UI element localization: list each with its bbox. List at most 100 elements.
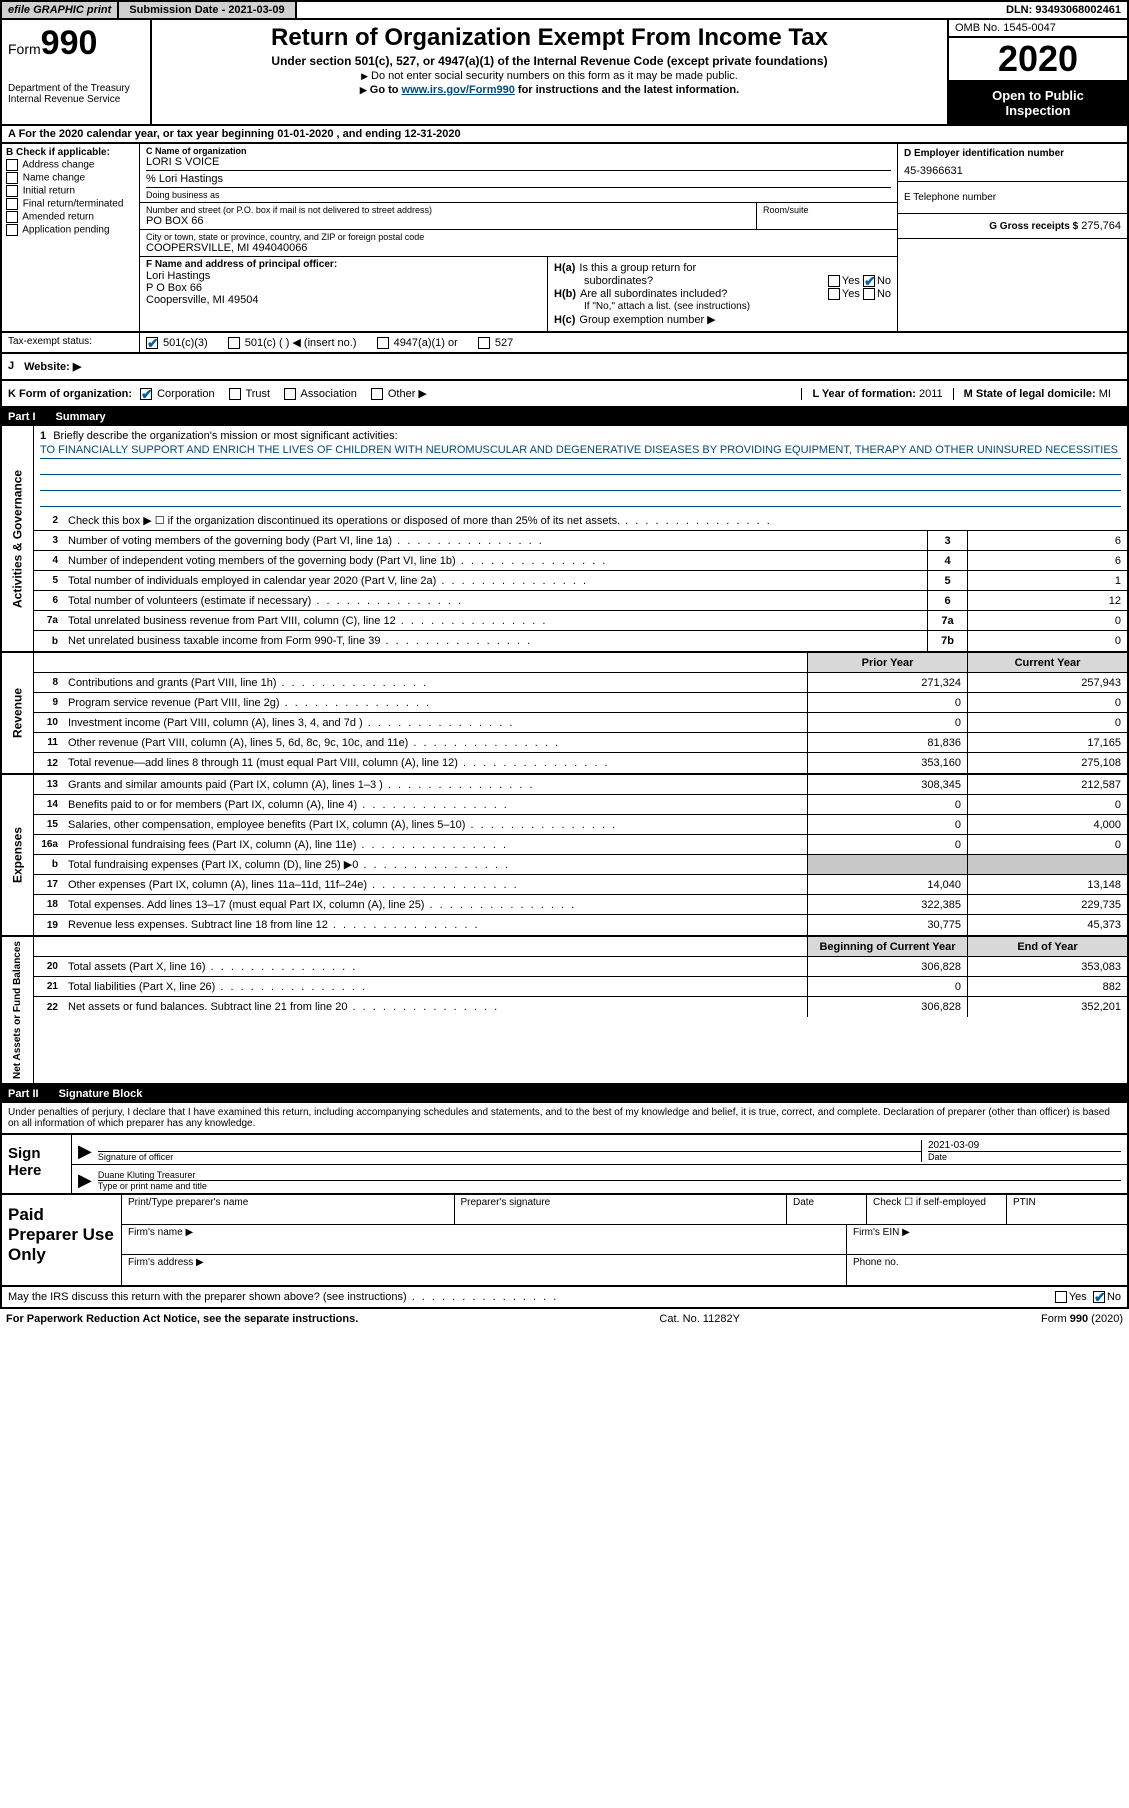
gov-line: 7aTotal unrelated business revenue from …: [34, 611, 1127, 631]
colb-checkbox-item[interactable]: Final return/terminated: [6, 198, 135, 210]
gov-line: 2Check this box ▶ ☐ if the organization …: [34, 511, 1127, 531]
j-row: J Website: ▶: [0, 354, 1129, 381]
subtitle: Under section 501(c), 527, or 4947(a)(1)…: [158, 54, 941, 68]
efile-button[interactable]: efile GRAPHIC print: [2, 2, 119, 18]
sig-line-2: ▶ Duane Kluting TreasurerType or print n…: [72, 1165, 1127, 1193]
g-box: G Gross receipts $ 275,764: [898, 214, 1127, 239]
preparer-label: Paid Preparer Use Only: [2, 1195, 122, 1285]
k-options: Corporation Trust Association Other ▶: [140, 387, 441, 400]
colb-checkbox-item[interactable]: Initial return: [6, 185, 135, 197]
pct-name: % Lori Hastings: [146, 170, 891, 185]
l-value: 2011: [919, 388, 943, 400]
part1-title: Summary: [56, 411, 106, 423]
data-line: 10Investment income (Part VIII, column (…: [34, 713, 1127, 733]
part2-header: Part II Signature Block: [0, 1085, 1129, 1103]
firm-ein-label: Firm's EIN ▶: [847, 1225, 1127, 1254]
phone-label: Phone no.: [847, 1255, 1127, 1285]
title-mid: Return of Organization Exempt From Incom…: [152, 20, 947, 124]
discuss-no: No: [1107, 1291, 1121, 1303]
colb-checkbox-item[interactable]: Name change: [6, 172, 135, 184]
m-box: M State of legal domicile: MI: [953, 388, 1121, 400]
k-option[interactable]: Association: [284, 388, 357, 400]
col-b-header: B Check if applicable:: [6, 147, 135, 158]
k-option[interactable]: Trust: [229, 388, 271, 400]
f-line2: P O Box 66: [146, 282, 541, 294]
mission-blank2: [40, 475, 1121, 491]
city-label: City or town, state or province, country…: [146, 232, 891, 242]
j-label: J: [8, 360, 14, 373]
tax-label: Tax-exempt status:: [2, 333, 140, 352]
tax-option[interactable]: 527: [478, 337, 513, 349]
sidebar-revenue: Revenue: [2, 653, 34, 773]
ha-no-check[interactable]: [863, 275, 875, 287]
col-mid: C Name of organization LORI S VOICE % Lo…: [140, 144, 897, 331]
open-public-badge: Open to Public Inspection: [949, 82, 1127, 124]
tax-option[interactable]: 4947(a)(1) or: [377, 337, 458, 349]
colb-checkbox-item[interactable]: Amended return: [6, 211, 135, 223]
k-option[interactable]: Corporation: [140, 388, 215, 400]
hb-yes-check[interactable]: [828, 288, 840, 300]
data-line: 15Salaries, other compensation, employee…: [34, 815, 1127, 835]
f-label: F Name and address of principal officer:: [146, 259, 541, 270]
form-number: 990: [41, 24, 98, 62]
form990-link[interactable]: www.irs.gov/Form990: [402, 84, 515, 96]
section-header-block: B Check if applicable: Address change Na…: [0, 144, 1129, 333]
dln-label: DLN: 93493068002461: [1000, 2, 1127, 18]
colb-checkbox-item[interactable]: Address change: [6, 159, 135, 171]
tax-options: 501(c)(3) 501(c) ( ) ◀ (insert no.) 4947…: [140, 333, 1127, 352]
gov-body: 1 Briefly describe the organization's mi…: [34, 426, 1127, 651]
preparer-row: Paid Preparer Use Only Print/Type prepar…: [0, 1195, 1129, 1287]
ha-label: H(a): [554, 262, 575, 274]
revenue-section: Revenue Prior Year Current Year 8Contrib…: [0, 653, 1129, 775]
footer-left: For Paperwork Reduction Act Notice, see …: [6, 1313, 358, 1325]
sig-declaration: Under penalties of perjury, I declare th…: [0, 1103, 1129, 1135]
dba-label: Doing business as: [146, 187, 891, 200]
firm-addr-label: Firm's address ▶: [122, 1255, 847, 1285]
discuss-text: May the IRS discuss this return with the…: [8, 1291, 558, 1303]
beg-year-hdr: Beginning of Current Year: [807, 937, 967, 956]
suite-label: Room/suite: [763, 205, 891, 215]
k-label: K Form of organization:: [8, 388, 132, 400]
tax-option[interactable]: 501(c)(3): [146, 337, 208, 349]
discuss-no-check[interactable]: [1093, 1291, 1105, 1303]
colb-checkbox-item[interactable]: Application pending: [6, 224, 135, 236]
gov-line: 6Total number of volunteers (estimate if…: [34, 591, 1127, 611]
prep-r1-cell: PTIN: [1007, 1195, 1127, 1224]
form-990-label: Form990: [8, 24, 144, 63]
arrow-icon: ▶: [78, 1141, 92, 1162]
city-row: City or town, state or province, country…: [140, 230, 897, 257]
net-header-row: Beginning of Current Year End of Year: [34, 937, 1127, 957]
submission-button[interactable]: Submission Date - 2021-03-09: [119, 2, 296, 18]
k-option[interactable]: Other ▶: [371, 388, 427, 400]
f-line3: Coopersville, MI 49504: [146, 294, 541, 306]
data-line: 12Total revenue—add lines 8 through 11 (…: [34, 753, 1127, 773]
mission-blank1: [40, 459, 1121, 475]
k-row: K Form of organization: Corporation Trus…: [0, 381, 1129, 408]
expenses-section: Expenses 13Grants and similar amounts pa…: [0, 775, 1129, 937]
exp-body: 13Grants and similar amounts paid (Part …: [34, 775, 1127, 935]
street-value: PO BOX 66: [146, 215, 750, 227]
mission-block: 1 Briefly describe the organization's mi…: [34, 426, 1127, 511]
ha-yes-check[interactable]: [828, 275, 840, 287]
h-note: If "No," attach a list. (see instruction…: [584, 301, 891, 312]
tax-option[interactable]: 501(c) ( ) ◀ (insert no.): [228, 337, 357, 349]
discuss-yes-check[interactable]: [1055, 1291, 1067, 1303]
prior-year-hdr: Prior Year: [807, 653, 967, 672]
sig-line-1: ▶ Signature of officer 2021-03-09Date: [72, 1135, 1127, 1165]
e-box: E Telephone number: [898, 182, 1127, 214]
dept-line2: Internal Revenue Service: [8, 94, 144, 105]
sidebar-expenses: Expenses: [2, 775, 34, 935]
omb-number: OMB No. 1545-0047: [949, 20, 1127, 38]
hb-text: Are all subordinates included?: [580, 288, 727, 300]
hb-no: No: [877, 288, 891, 300]
data-line: bTotal fundraising expenses (Part IX, co…: [34, 855, 1127, 875]
open-line2: Inspection: [1005, 103, 1070, 118]
rev-body: Prior Year Current Year 8Contributions a…: [34, 653, 1127, 773]
sidebar-governance: Activities & Governance: [2, 426, 34, 651]
part2-title: Signature Block: [59, 1088, 143, 1100]
prep-line-3: Firm's address ▶ Phone no.: [122, 1255, 1127, 1285]
prep-r1-cell: Date: [787, 1195, 867, 1224]
g-value: 275,764: [1081, 220, 1121, 232]
tax-year: 2020: [949, 38, 1127, 82]
title-left: Form990 Department of the Treasury Inter…: [2, 20, 152, 124]
